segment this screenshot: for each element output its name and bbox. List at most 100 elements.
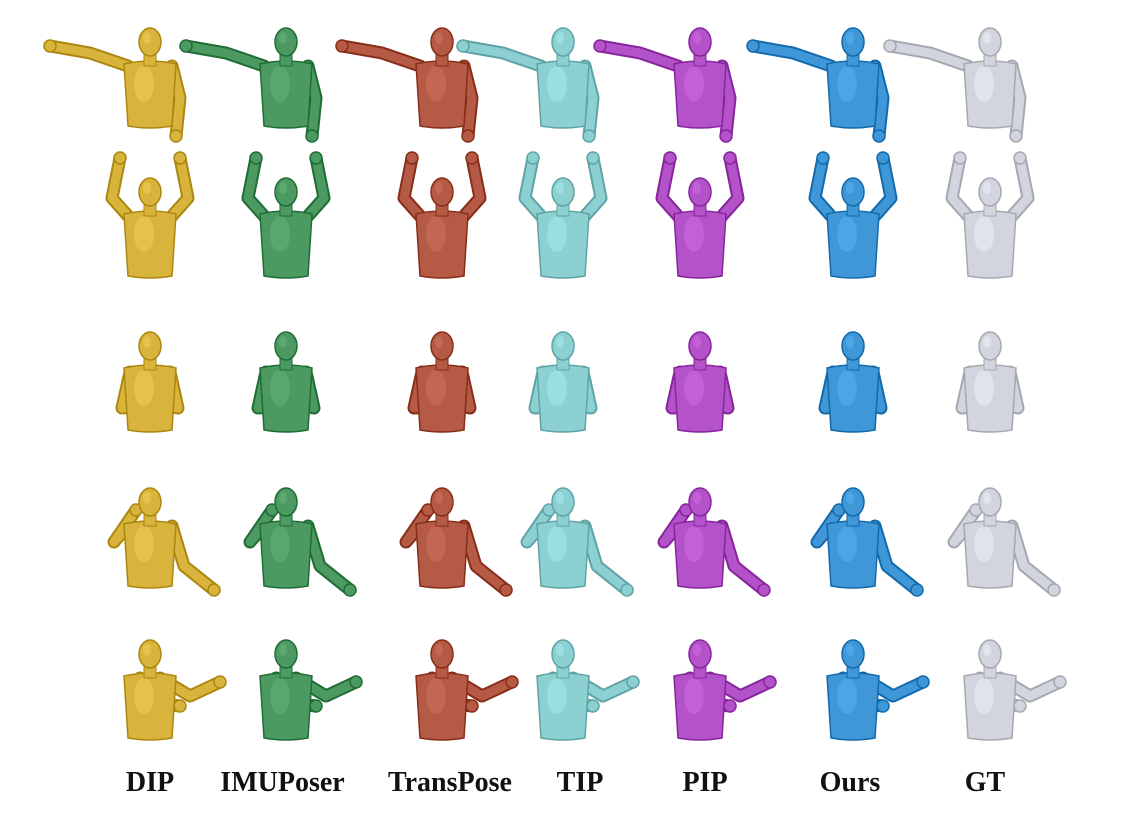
head: [138, 639, 162, 669]
figure-pip-row-1: [593, 27, 737, 143]
head: [138, 177, 162, 207]
head: [430, 177, 454, 207]
hand: [1009, 129, 1023, 143]
figure-transpose-row-4: [399, 487, 513, 597]
hand: [465, 151, 479, 165]
figure-ours-row-5: [826, 639, 930, 741]
hand: [1013, 151, 1027, 165]
hand: [456, 39, 470, 53]
figure-pip-row-3: [665, 331, 735, 433]
hand: [499, 583, 513, 597]
head: [688, 177, 712, 207]
hand: [309, 151, 323, 165]
hand: [169, 129, 183, 143]
head: [688, 27, 712, 57]
hand: [335, 39, 349, 53]
head: [274, 639, 298, 669]
figure-transpose-row-5: [415, 639, 519, 741]
head: [274, 27, 298, 57]
hand: [663, 151, 677, 165]
head: [978, 177, 1002, 207]
figure-imuposer-row-2: [241, 151, 331, 279]
head: [430, 639, 454, 669]
head: [841, 331, 865, 361]
hand: [746, 39, 760, 53]
figure-imuposer-row-1: [179, 27, 323, 143]
head: [430, 487, 454, 517]
head: [688, 331, 712, 361]
head: [138, 487, 162, 517]
head: [551, 331, 575, 361]
hand: [309, 699, 323, 713]
hand: [816, 151, 830, 165]
head: [551, 177, 575, 207]
figure-gt-row-5: [963, 639, 1067, 741]
figure-gt-row-2: [945, 151, 1035, 279]
column-label-dip: DIP: [125, 767, 175, 798]
hand: [249, 151, 263, 165]
hand: [173, 151, 187, 165]
figure-tip-row-5: [536, 639, 640, 741]
hand: [305, 129, 319, 143]
head: [430, 331, 454, 361]
figure-imuposer-row-4: [243, 487, 357, 597]
hand: [582, 129, 596, 143]
figure-gt-row-4: [947, 487, 1061, 597]
head: [688, 639, 712, 669]
head: [978, 487, 1002, 517]
head: [138, 27, 162, 57]
figure-dip-row-2: [105, 151, 195, 279]
hand: [586, 151, 600, 165]
column-label-ours: Ours: [819, 767, 881, 798]
head: [138, 331, 162, 361]
figure-tip-row-2: [518, 151, 608, 279]
hand: [179, 39, 193, 53]
figure-ours-row-4: [810, 487, 924, 597]
figure-imuposer-row-3: [251, 331, 321, 433]
hand: [526, 151, 540, 165]
hand: [593, 39, 607, 53]
figure-ours-row-3: [818, 331, 888, 433]
hand: [1053, 675, 1067, 689]
head: [978, 639, 1002, 669]
figure-transpose-row-1: [335, 27, 479, 143]
figure-tip-row-3: [528, 331, 598, 433]
hand: [626, 675, 640, 689]
figure-dip-row-1: [43, 27, 187, 143]
head: [841, 177, 865, 207]
head: [551, 639, 575, 669]
figure-tip-row-4: [520, 487, 634, 597]
hand: [876, 151, 890, 165]
hand: [349, 675, 363, 689]
figure-imuposer-row-5: [259, 639, 363, 741]
figure-dip-row-5: [123, 639, 227, 741]
column-label-transpose: TransPose: [388, 767, 512, 798]
column-label-gt: GT: [964, 767, 1006, 798]
head: [978, 331, 1002, 361]
hand: [1047, 583, 1061, 597]
hand: [1013, 699, 1027, 713]
hand: [620, 583, 634, 597]
figure-transpose-row-3: [407, 331, 477, 433]
hand: [43, 39, 57, 53]
head: [274, 487, 298, 517]
hand: [723, 151, 737, 165]
head: [274, 331, 298, 361]
figure-pip-row-5: [673, 639, 777, 741]
hand: [465, 699, 479, 713]
figure-dip-row-4: [107, 487, 221, 597]
head: [430, 27, 454, 57]
figure-ours-row-2: [808, 151, 898, 279]
head: [841, 487, 865, 517]
hand: [213, 675, 227, 689]
figure-transpose-row-2: [397, 151, 487, 279]
hand: [723, 699, 737, 713]
hand: [405, 151, 419, 165]
hand: [343, 583, 357, 597]
head: [688, 487, 712, 517]
hand: [953, 151, 967, 165]
hand: [586, 699, 600, 713]
column-label-pip: PIP: [682, 767, 728, 798]
head: [551, 487, 575, 517]
